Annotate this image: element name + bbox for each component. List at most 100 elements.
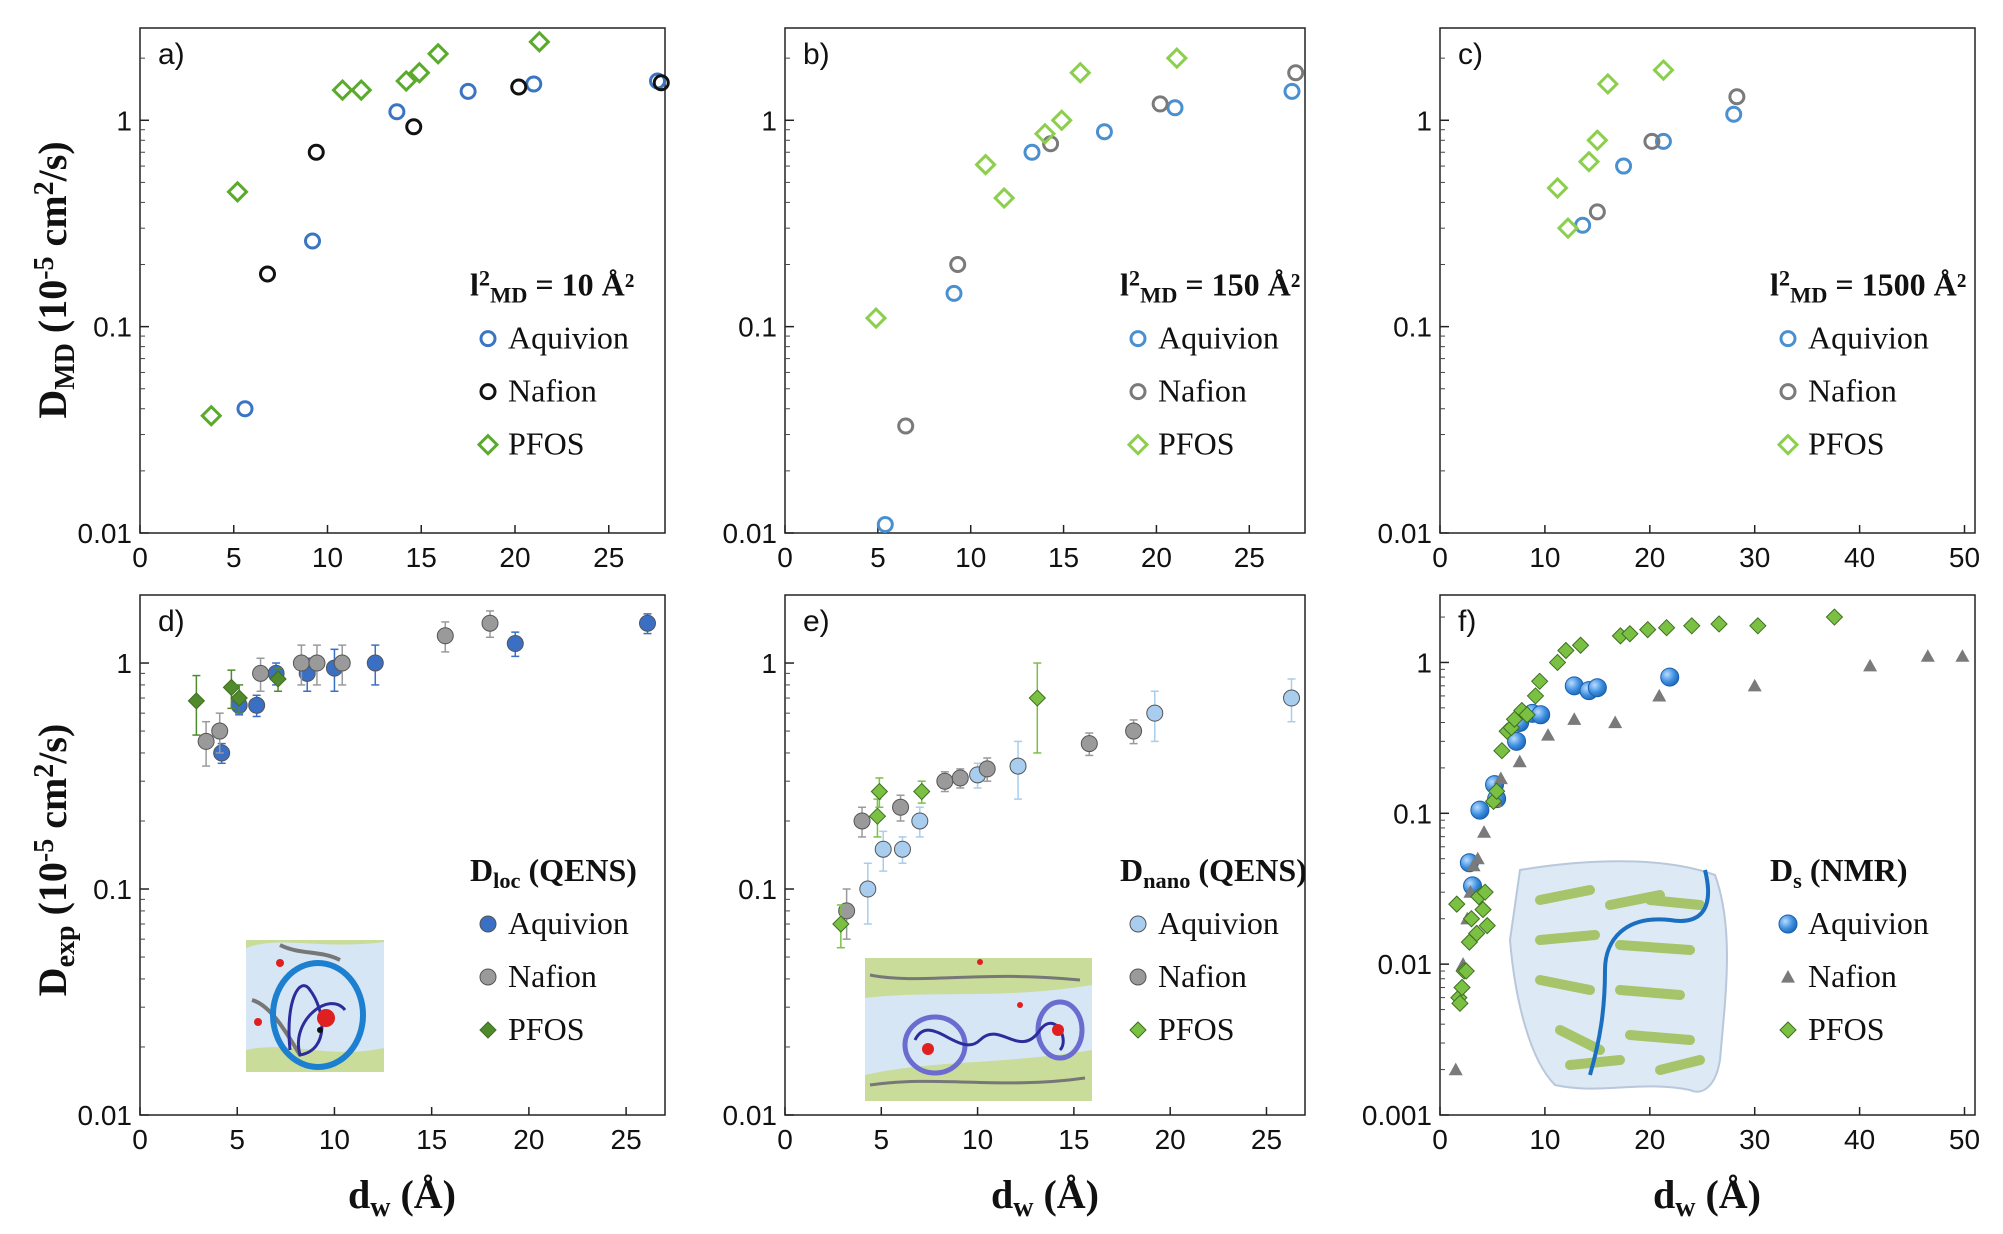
legend-title-part: MD <box>490 282 527 307</box>
y-tick-label: 1 <box>1416 105 1432 136</box>
data-point <box>1556 217 1580 240</box>
x-tick-label: 10 <box>1529 1124 1560 1155</box>
data-point <box>1526 687 1545 705</box>
data-point <box>913 782 931 801</box>
data-point <box>200 404 223 427</box>
plot-frame <box>139 594 666 1116</box>
data-point <box>506 635 524 653</box>
x-axis-title-part: w <box>370 1192 391 1223</box>
data-point <box>230 689 248 707</box>
y-axis-title-top-part: (10 <box>30 280 75 343</box>
x-tick-label: 0 <box>777 1124 793 1155</box>
x-axis-title-part: w <box>1675 1192 1696 1223</box>
legend-title-part: 2 <box>1129 266 1140 291</box>
x-axis-title: dw (Å) <box>1653 1172 1761 1223</box>
plot-frame <box>139 27 666 534</box>
data-point <box>1652 688 1667 702</box>
data-point <box>897 417 915 435</box>
legend-label: PFOS <box>1808 426 1885 462</box>
panel-label: d) <box>158 605 185 638</box>
data-point <box>1574 216 1592 234</box>
legend-item-aquivion: Aquivion <box>1779 320 1929 356</box>
y-axis-title-bottom-part: D <box>30 967 75 996</box>
panel-label: e) <box>803 605 830 638</box>
y-tick-label: 0.1 <box>93 312 132 343</box>
data-point <box>436 627 454 645</box>
data-point <box>525 75 543 93</box>
data-point <box>1557 641 1575 660</box>
data-point <box>945 284 963 302</box>
panel-label: a) <box>158 38 185 71</box>
legend-item-pfos: PFOS <box>1129 1011 1235 1047</box>
legend-title: Ds (NMR) <box>1770 852 1908 893</box>
legend-marker <box>479 915 497 933</box>
series-nafion <box>259 74 670 283</box>
data-point <box>1596 72 1619 96</box>
y-tick-label: 1 <box>116 105 132 136</box>
data-point <box>838 902 856 920</box>
legend-label: Nafion <box>1808 958 1897 994</box>
plot-frame <box>1439 27 1976 534</box>
data-point <box>187 692 206 710</box>
data-point <box>832 915 850 933</box>
legend-marker <box>1129 330 1147 348</box>
y-tick-label: 0.1 <box>1393 312 1432 343</box>
data-point <box>1587 678 1607 698</box>
legend-item-pfos: PFOS <box>476 426 585 462</box>
legend-item-pfos: PFOS <box>1126 426 1235 462</box>
legend-item-aquivion: Aquivion <box>1129 905 1279 941</box>
data-point <box>1095 123 1113 141</box>
legend-title-part: l <box>1770 267 1779 303</box>
y-tick-label: 0.1 <box>1393 798 1432 829</box>
data-point <box>292 654 310 672</box>
panel-f: 0 10 20 30 40 50 0.001 0.01 0.1 1 f) Ds (NMR) Aquivi… <box>1362 594 1980 1155</box>
plot-frame <box>784 27 1306 534</box>
legend-item-aquivion: Aquivion <box>479 320 629 356</box>
legend-title-part: D <box>1770 852 1793 888</box>
data-point <box>1493 741 1511 760</box>
data-point <box>1548 653 1567 672</box>
series-aquivion <box>876 82 1301 533</box>
data-point <box>1287 64 1305 82</box>
x-tick-label: 5 <box>874 1124 890 1155</box>
x-axis-title-part: w <box>1013 1192 1034 1223</box>
legend-marker <box>479 383 497 401</box>
y-tick-label: 1 <box>761 105 777 136</box>
y-tick-label: 0.01 <box>1378 949 1433 980</box>
data-point <box>1493 771 1508 785</box>
data-point <box>1283 689 1301 707</box>
y-axis-title-top-part: cm <box>30 195 75 256</box>
data-point <box>652 74 670 92</box>
x-tick-label: 10 <box>312 542 343 573</box>
legend-marker <box>1126 433 1150 456</box>
data-point <box>874 840 892 858</box>
series-pfos <box>200 30 551 427</box>
data-point <box>333 654 351 672</box>
x-tick-label: 5 <box>229 1124 245 1155</box>
legend-title-part: D <box>1120 852 1143 888</box>
data-point <box>868 807 887 825</box>
series-nafion <box>897 64 1305 435</box>
legend-title-part: = 150 Å² <box>1177 267 1300 303</box>
x-tick-label: 10 <box>955 542 986 573</box>
series-aquivion <box>213 613 656 765</box>
legend-title-part: nano <box>1143 868 1190 893</box>
series-nafion <box>197 610 499 767</box>
panel-d: 0 5 10 15 20 25 0.01 0.1 1 d) Dloc (QENS) Aquivion N… <box>78 594 666 1155</box>
data-point <box>350 78 373 102</box>
data-point <box>1541 728 1556 741</box>
data-point <box>1477 825 1492 838</box>
series-nafion <box>1588 88 1746 221</box>
legend-title-part: MD <box>1140 282 1177 307</box>
legend-item-nafion: Nafion <box>1129 373 1247 409</box>
panel-label: f) <box>1458 605 1476 638</box>
legend-item-aquivion: Aquivion <box>1778 905 1929 941</box>
data-point <box>405 118 423 136</box>
y-tick-label: 0.001 <box>1362 1100 1432 1131</box>
panel-label: b) <box>803 38 830 71</box>
legend-title-part: D <box>470 852 493 888</box>
data-point <box>269 670 287 688</box>
x-tick-label: 25 <box>593 542 624 573</box>
data-point <box>892 798 910 816</box>
inset-nano-diffusion-illustration <box>865 958 1092 1101</box>
